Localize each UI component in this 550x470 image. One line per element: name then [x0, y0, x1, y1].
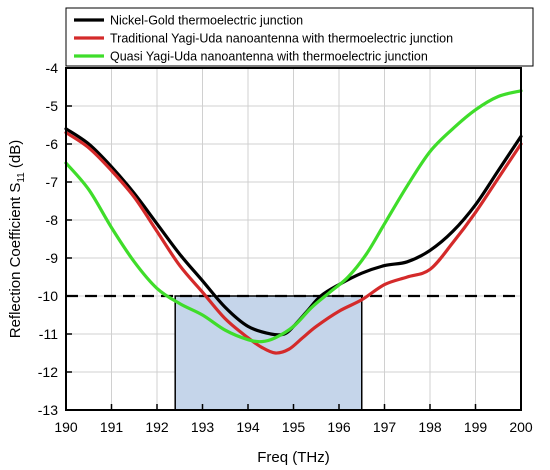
y-tick-label: -13 [38, 402, 58, 418]
x-tick-label: 192 [145, 419, 169, 435]
series-layer [64, 89, 523, 355]
y-tick-label: -9 [46, 250, 59, 266]
x-tick-label: 196 [327, 419, 351, 435]
y-tick-label: -12 [38, 364, 58, 380]
x-tick-label: 200 [509, 419, 533, 435]
legend-label-1: Nickel-Gold thermoelectric junction [110, 14, 303, 28]
series-line-2 [64, 131, 523, 355]
y-tick-label: -4 [46, 60, 59, 76]
legend-box [65, 7, 534, 67]
y-tick-label: -5 [46, 98, 59, 114]
y-axis-ticks: -13 -12 -11 -10 -9 -8 -7 -6 -5 -4 [38, 60, 72, 418]
y-axis-title-subscript: 11 [16, 172, 27, 183]
x-tick-label: 195 [282, 419, 306, 435]
x-tick-label: 190 [54, 419, 78, 435]
x-tick-label: 191 [100, 419, 124, 435]
y-tick-label: -6 [46, 136, 59, 152]
x-axis-title: Freq (THz) [257, 449, 330, 466]
y-tick-label: -10 [38, 288, 58, 304]
x-axis-ticks: 190 191 192 193 194 195 196 197 198 199 200 [54, 404, 533, 435]
y-tick-label: -8 [46, 212, 59, 228]
x-tick-label: 199 [464, 419, 488, 435]
legend-label-2: Traditional Yagi-Uda nanoantenna with th… [110, 32, 453, 46]
y-axis-title: Reflection Coefficient S11 (dB) [7, 140, 27, 339]
x-tick-label: 193 [191, 419, 215, 435]
y-tick-label: -11 [39, 326, 58, 342]
y-axis-title-main: Reflection Coefficient S [7, 183, 24, 339]
x-tick-label: 194 [236, 419, 260, 435]
x-tick-label: 197 [373, 419, 397, 435]
y-tick-label: -7 [46, 174, 59, 190]
series-line-3 [64, 89, 523, 344]
legend: Nickel-Gold thermoelectric junction Tradi… [65, 7, 534, 67]
legend-label-3: Quasi Yagi-Uda nanoantenna with thermoel… [110, 50, 428, 64]
x-tick-label: 198 [418, 419, 442, 435]
y-axis-title-unit: (dB) [7, 140, 24, 173]
